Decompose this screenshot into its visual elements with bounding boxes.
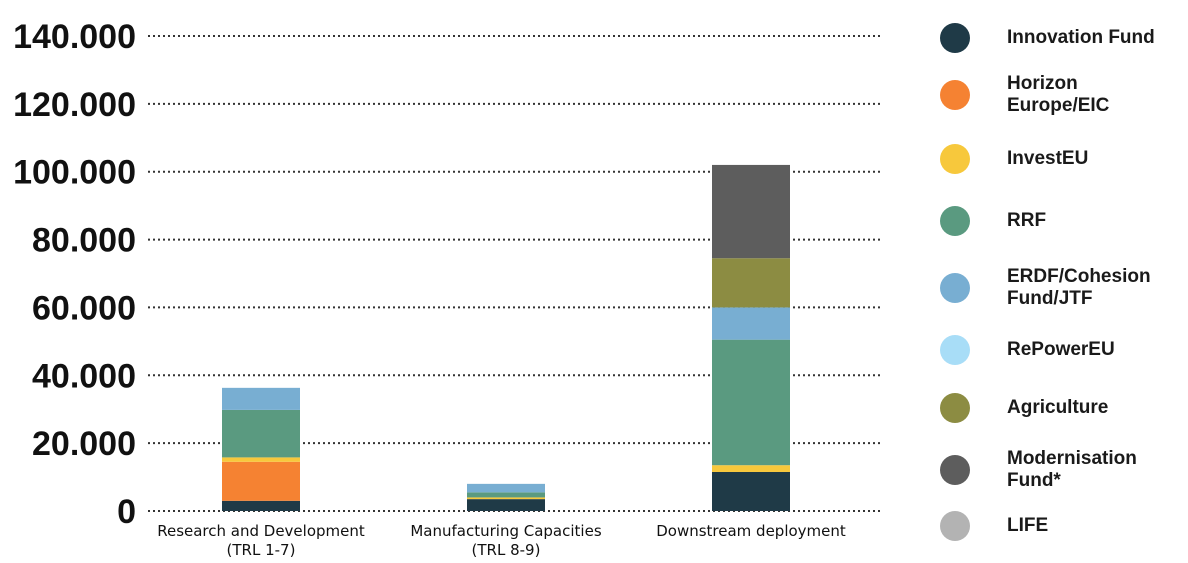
legend-label: LIFE: [1007, 515, 1049, 536]
bar-segment: [222, 461, 300, 501]
y-axis-ticks: 0 20.000 40.000 60.000 80.000 100.000 120.000 1…: [13, 18, 136, 531]
y-tick-label: 80.000: [32, 222, 136, 260]
legend-swatch: [940, 23, 970, 53]
legend-item: LIFE: [940, 508, 1187, 544]
chart-svg: 0 20.000 40.000 60.000 80.000 100.000 120.000 1…: [13, 18, 880, 559]
y-tick-label: 40.000: [32, 357, 136, 395]
legend-swatch: [940, 455, 970, 485]
legend-item: RRF: [940, 203, 1187, 239]
y-tick-label: 20.000: [32, 425, 136, 463]
legend-swatch: [940, 206, 970, 236]
legend-item: RePowerEU: [940, 332, 1187, 368]
bar-segment: [222, 500, 300, 511]
gridlines: [148, 35, 880, 512]
legend-label: Horizon Europe/EIC: [1007, 73, 1110, 116]
x-tick-label: Downstream deployment: [656, 522, 846, 540]
bar-segment: [467, 499, 545, 511]
legend-label: RePowerEU: [1007, 339, 1115, 360]
bar-segment: [467, 483, 545, 493]
y-tick-label: 60.000: [32, 289, 136, 327]
legend-swatch: [940, 335, 970, 365]
bar-segment: [467, 497, 545, 500]
bar-segment: [467, 492, 545, 498]
bar-segment: [222, 387, 300, 410]
x-tick-label: Research and Development: [157, 522, 365, 540]
legend-swatch: [940, 273, 970, 303]
legend-label: Modernisation Fund*: [1007, 448, 1137, 491]
x-tick-label: (TRL 8-9): [472, 541, 541, 559]
legend-item: Horizon Europe/EIC: [940, 73, 1187, 116]
legend-item: Agriculture: [940, 390, 1187, 426]
legend-swatch: [940, 144, 970, 174]
y-tick-label: 140.000: [13, 18, 136, 56]
bar-segment: [712, 258, 790, 308]
y-tick-label: 120.000: [13, 86, 136, 124]
legend-label: ERDF/Cohesion Fund/JTF: [1007, 266, 1151, 309]
legend-swatch: [940, 80, 970, 110]
legend-item: ERDF/Cohesion Fund/JTF: [940, 266, 1187, 309]
bar-segment: [222, 457, 300, 462]
legend-swatch: [940, 393, 970, 423]
bars: [222, 164, 790, 511]
x-tick-label: (TRL 1-7): [227, 541, 296, 559]
bar-segment: [712, 164, 790, 259]
bar-segment: [712, 307, 790, 340]
legend-item: Innovation Fund: [940, 20, 1187, 56]
legend-label: RRF: [1007, 210, 1047, 231]
x-tick-label: Manufacturing Capacities: [410, 522, 601, 540]
legend-label: Innovation Fund: [1007, 27, 1155, 48]
x-axis-ticks: Research and Development(TRL 1-7) Manufac…: [157, 522, 846, 559]
legend-item: InvestEU: [940, 141, 1187, 177]
bar-segment: [222, 409, 300, 458]
legend-label: Agriculture: [1007, 397, 1109, 418]
legend-swatch: [940, 511, 970, 541]
bar-segment: [712, 471, 790, 511]
legend-item: Modernisation Fund*: [940, 448, 1187, 491]
y-tick-label: 0: [117, 493, 136, 531]
y-tick-label: 100.000: [13, 154, 136, 192]
bar-segment: [712, 465, 790, 472]
legend-label: InvestEU: [1007, 148, 1089, 169]
bar-segment: [712, 339, 790, 466]
